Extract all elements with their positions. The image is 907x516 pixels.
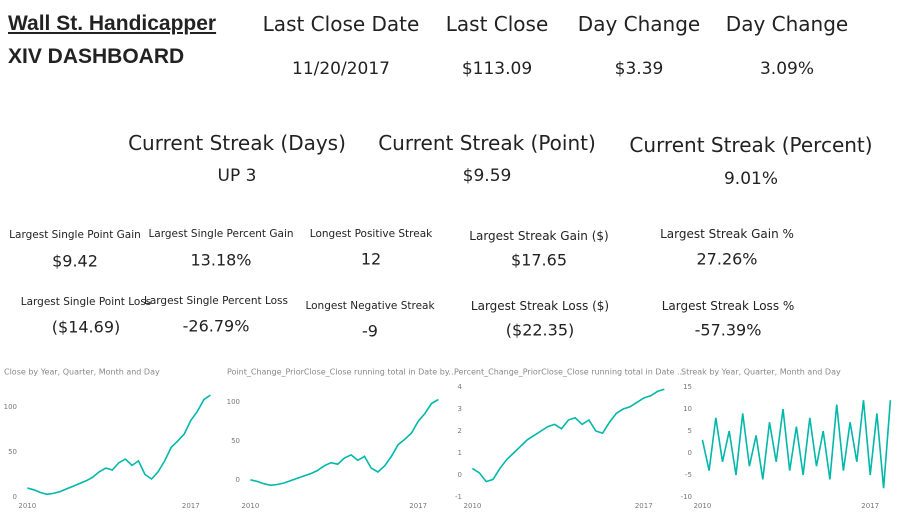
line	[27, 394, 211, 496]
line	[471, 388, 665, 483]
stat-value: ($22.35)	[505, 320, 575, 340]
subtitle: XIV DASHBOARD	[8, 45, 185, 68]
streak-value: $9.59	[462, 166, 512, 186]
title: Wall St. Handicapper	[8, 12, 217, 35]
kpi-value: 11/20/2017	[292, 59, 390, 79]
stat-label: Largest Single Percent Gain	[148, 228, 294, 240]
y-tick-label: 10	[683, 405, 692, 413]
stat-value: $17.65	[511, 250, 567, 270]
x-tick-label: 2010	[464, 502, 482, 510]
kpi-value: 3.09%	[759, 59, 815, 79]
kpi-label: Last Close	[445, 12, 549, 36]
kpi-label: Day Change	[725, 12, 849, 36]
x-tick-label: 2017	[409, 502, 427, 510]
streak-value: UP 3	[217, 166, 257, 186]
stat-label: Longest Positive Streak	[309, 228, 433, 240]
y-tick-label: 0	[13, 493, 17, 501]
y-tick-label: 50	[231, 437, 240, 445]
stat-value: 12	[360, 249, 382, 269]
kpi-label: Day Change	[577, 12, 701, 36]
y-tick-label: 100	[227, 398, 240, 406]
y-tick-label: -1	[455, 493, 462, 501]
stat-label: Largest Streak Gain ($)	[469, 229, 609, 243]
stat-value: 27.26%	[696, 249, 758, 269]
streak-value: 9.01%	[723, 169, 779, 189]
y-tick-label: 5	[688, 427, 692, 435]
stat-value: $9.42	[52, 251, 98, 271]
stat-value: 13.18%	[190, 250, 252, 270]
x-tick-label: 2017	[182, 502, 200, 510]
stat-value: -26.79%	[182, 316, 250, 336]
kpi-value: $3.39	[614, 59, 664, 79]
line	[250, 398, 439, 487]
chart-title: Close by Year, Quarter, Month and Day	[4, 368, 160, 377]
stat-value: -9	[362, 321, 378, 341]
x-tick-label: 2010	[18, 502, 36, 510]
y-tick-label: 100	[4, 403, 17, 411]
streak-label: Current Streak (Point)	[378, 131, 596, 155]
stat-label: Largest Streak Loss %	[661, 299, 795, 313]
y-tick-label: 3	[458, 405, 462, 413]
y-tick-label: 0	[236, 476, 240, 484]
y-tick-label: 50	[8, 448, 17, 456]
line	[701, 400, 892, 489]
stat-label: Largest Single Point Loss	[20, 296, 152, 308]
stat-label: Largest Single Point Gain	[9, 229, 141, 241]
y-tick-label: -10	[681, 493, 692, 501]
chart-title: Percent_Change_PriorClose_Close running …	[454, 368, 685, 377]
y-tick-label: 0	[688, 449, 692, 457]
streak-label: Current Streak (Percent)	[629, 133, 873, 157]
stat-label: Longest Negative Streak	[305, 300, 435, 312]
stat-label: Largest Single Percent Loss	[144, 295, 288, 307]
kpi-value: $113.09	[461, 59, 533, 79]
streak-label: Current Streak (Days)	[128, 131, 346, 155]
y-tick-label: 2	[458, 427, 462, 435]
y-tick-label: 1	[458, 449, 462, 457]
stat-value: -57.39%	[694, 320, 762, 340]
chart-title: Streak by Year, Quarter, Month and Day	[681, 368, 841, 377]
kpi-label: Last Close Date	[262, 12, 420, 36]
y-tick-label: 4	[458, 383, 463, 391]
stat-label: Largest Streak Loss ($)	[470, 299, 610, 313]
x-tick-label: 2017	[861, 502, 879, 510]
y-tick-label: 15	[683, 383, 692, 391]
x-tick-label: 2010	[241, 502, 259, 510]
y-tick-label: -5	[685, 471, 692, 479]
y-tick-label: 0	[458, 471, 462, 479]
stat-label: Largest Streak Gain %	[660, 227, 794, 241]
x-tick-label: 2017	[635, 502, 653, 510]
x-tick-label: 2010	[693, 502, 711, 510]
chart-title: Point_Change_PriorClose_Close running to…	[227, 368, 456, 377]
stat-value: ($14.69)	[51, 317, 121, 337]
